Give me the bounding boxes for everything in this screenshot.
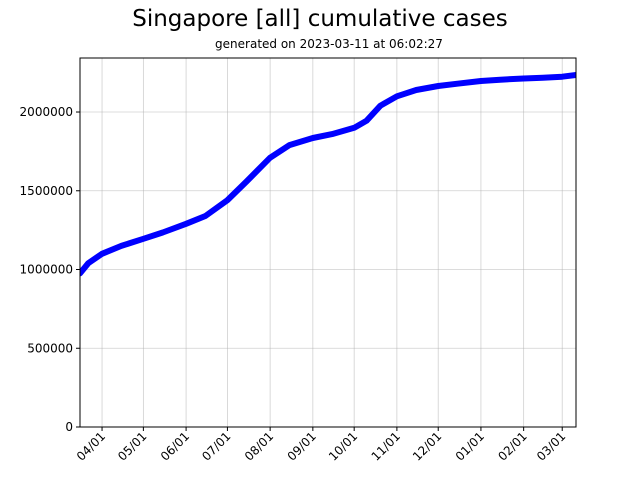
y-tick-label: 1000000 [20, 263, 73, 277]
x-tick-label: 10/01 [326, 429, 360, 463]
chart-subtitle: generated on 2023-03-11 at 06:02:27 [215, 37, 443, 51]
x-tick-label: 05/01 [115, 429, 149, 463]
y-tick-label: 500000 [27, 341, 73, 355]
x-tick-label: 07/01 [199, 429, 233, 463]
y-tick-label: 2000000 [20, 105, 73, 119]
data-series [80, 72, 576, 277]
series-line [80, 72, 576, 277]
x-tick-label: 01/01 [453, 429, 487, 463]
y-tick-label: 0 [65, 420, 73, 434]
grid-lines [80, 58, 576, 428]
x-tick-label: 11/01 [369, 429, 403, 463]
x-axis: 04/01 05/01 06/01 07/01 08/01 09/01 10/01 11/01… [74, 427, 568, 464]
y-tick-label: 1500000 [20, 184, 73, 198]
x-tick-label: 12/01 [410, 429, 444, 463]
chart-title: Singapore [all] cumulative cases [132, 6, 508, 32]
x-tick-label: 03/01 [534, 429, 568, 463]
x-tick-label: 09/01 [285, 429, 319, 463]
x-tick-label: 02/01 [495, 429, 529, 463]
x-tick-label: 04/01 [74, 429, 108, 463]
plot-frame [79, 57, 577, 428]
x-tick-label: 06/01 [158, 429, 192, 463]
y-axis: 0 500000 1000000 1500000 2000000 [20, 105, 80, 434]
x-tick-label: 08/01 [242, 429, 276, 463]
